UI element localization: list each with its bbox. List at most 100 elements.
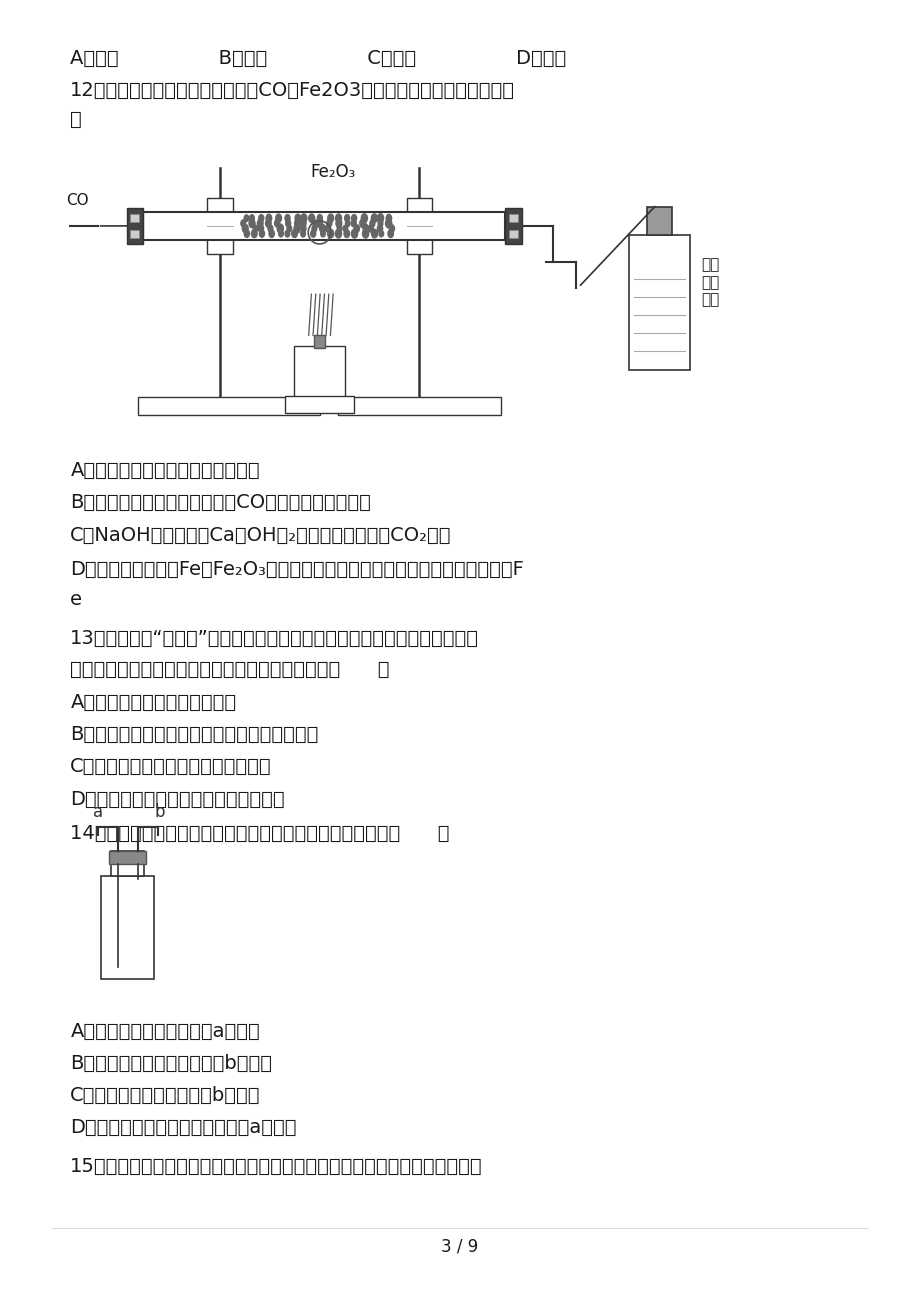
Circle shape [363,224,369,233]
Bar [111,850,143,876]
Circle shape [379,230,383,237]
Text: C．NaOH溶液应改为Ca（OH）₂溶液以检验产生的CO₂气体: C．NaOH溶液应改为Ca（OH）₂溶液以检验产生的CO₂气体 [70,526,451,544]
Circle shape [335,229,341,238]
Text: ）: ） [70,109,82,129]
Circle shape [268,230,274,237]
Bar [505,208,521,243]
Circle shape [249,215,254,221]
Bar [109,850,145,863]
Text: D．反应后的固体是Fe和Fe₂O₃的混合物，可以采用加入盐酸并过滤的方法得到F: D．反应后的固体是Fe和Fe₂O₃的混合物，可以采用加入盐酸并过滤的方法得到F [70,560,524,579]
Circle shape [362,229,369,238]
Circle shape [311,230,315,237]
Circle shape [244,215,248,221]
Text: 13、被称之为“软电池”的纸质电池采用薄层纸片作为传导反应为：，避免了: 13、被称之为“软电池”的纸质电池采用薄层纸片作为传导反应为：，避免了 [70,629,479,647]
Text: Fe₂O₃: Fe₂O₃ [310,163,356,181]
Circle shape [287,225,291,232]
Circle shape [345,215,349,221]
Bar [285,396,354,413]
Circle shape [337,225,342,232]
Circle shape [335,214,341,223]
Circle shape [389,225,394,232]
Circle shape [343,225,347,232]
Bar [508,229,517,237]
Bar [406,198,431,254]
Circle shape [301,214,307,223]
Text: B．排空气法收集氢气时，由b口进气: B．排空气法收集氢气时，由b口进气 [70,1053,272,1073]
Circle shape [386,215,391,223]
Text: B．加热前应先通入一段时间的CO以排尽装置内的空气: B．加热前应先通入一段时间的CO以排尽装置内的空气 [70,493,371,513]
Circle shape [301,220,306,227]
Circle shape [244,230,249,237]
Bar [628,234,689,370]
Text: 12、某同学用如图所示的装置进行CO与Fe2O3的反应。下列说法错误的是（: 12、某同学用如图所示的装置进行CO与Fe2O3的反应。下列说法错误的是（ [70,81,515,100]
Circle shape [294,224,300,233]
Text: e: e [70,590,83,609]
Circle shape [351,229,357,238]
Circle shape [257,219,263,228]
Circle shape [351,215,357,221]
Circle shape [317,215,322,221]
Text: 氢氧
化钠
溶液: 氢氧 化钠 溶液 [700,258,719,307]
Circle shape [266,215,271,223]
Circle shape [258,215,264,221]
Circle shape [377,225,382,232]
Text: 传统电池所带来的污染问题。则下列说法正确的是（      ）: 传统电池所带来的污染问题。则下列说法正确的是（ ） [70,660,390,678]
Bar [127,208,142,243]
Circle shape [249,219,255,228]
Circle shape [312,220,317,227]
Bar [101,876,153,979]
Circle shape [325,225,330,232]
Bar [130,229,139,237]
Circle shape [267,225,273,232]
Circle shape [295,215,301,223]
Circle shape [359,219,366,228]
Circle shape [371,214,377,223]
Circle shape [259,230,265,237]
Circle shape [285,215,289,221]
Text: 3 / 9: 3 / 9 [441,1237,478,1255]
Circle shape [361,214,367,223]
Circle shape [301,225,306,232]
Circle shape [286,220,290,227]
Bar [294,346,345,397]
Bar [646,207,671,234]
Text: A．该反应中二氧化锱作催化剂: A．该反应中二氧化锱作催化剂 [70,693,236,712]
Text: C．排水法收集氢气时，由b口进气: C．排水法收集氢气时，由b口进气 [70,1086,261,1105]
Text: B．反应前后有三种氧化物，且常温下都为固体: B．反应前后有三种氧化物，且常温下都为固体 [70,725,318,745]
Circle shape [371,229,377,238]
Circle shape [274,220,279,227]
Bar [313,336,324,349]
Circle shape [316,219,323,228]
Circle shape [351,220,356,227]
Circle shape [309,214,314,223]
Text: D．反应中只有锅元素化合价发生了变化: D．反应中只有锅元素化合价发生了变化 [70,789,285,809]
Circle shape [385,219,391,228]
Text: b: b [154,803,165,822]
Bar [207,198,233,254]
Circle shape [278,230,283,237]
Circle shape [354,225,359,232]
Bar [142,212,505,240]
Circle shape [294,219,301,228]
Circle shape [242,224,248,233]
Bar [138,397,319,415]
Circle shape [346,220,349,227]
Circle shape [388,229,393,237]
Bar [337,397,500,415]
Text: a: a [93,803,103,822]
Circle shape [377,214,383,223]
Text: CO: CO [66,193,88,207]
Text: D．排空气法收集二氧化碳时，由a口进气: D．排空气法收集二氧化碳时，由a口进气 [70,1118,297,1137]
Circle shape [312,225,316,232]
Circle shape [378,220,382,227]
Bar [508,215,517,223]
Circle shape [327,214,334,223]
Circle shape [277,224,283,233]
Text: 14、下图所示的装置有很多用途，下列使用方法不正确的是（      ）: 14、下图所示的装置有很多用途，下列使用方法不正确的是（ ） [70,824,449,844]
Circle shape [285,230,289,237]
Text: 15、下面是某同学进行碱的化学性质实验时记录的实验现象，其中与事实不相: 15、下面是某同学进行碱的化学性质实验时记录的实验现象，其中与事实不相 [70,1156,482,1176]
Circle shape [344,229,349,237]
Circle shape [326,220,332,227]
Text: A．排水法收集氧气时，由a口进气: A．排水法收集氧气时，由a口进气 [70,1022,260,1040]
Circle shape [369,220,374,227]
